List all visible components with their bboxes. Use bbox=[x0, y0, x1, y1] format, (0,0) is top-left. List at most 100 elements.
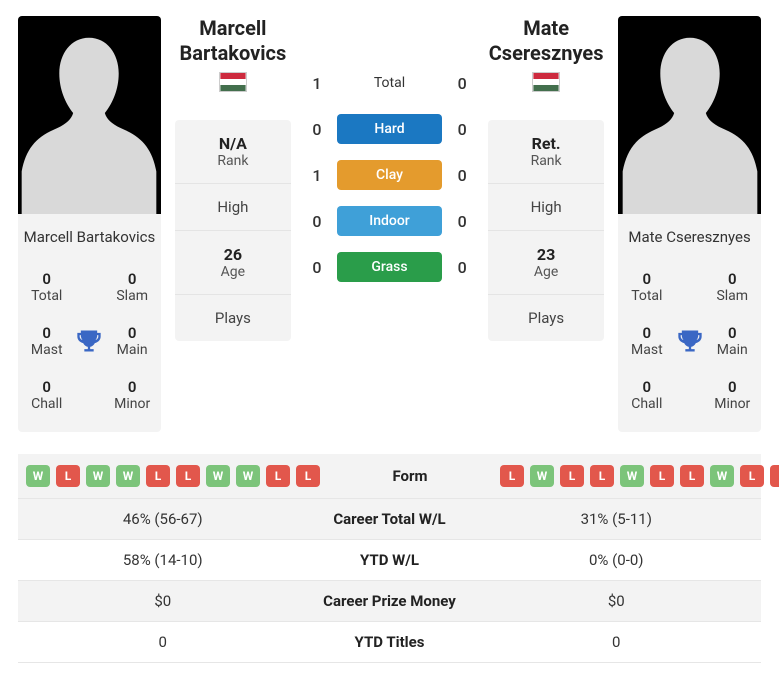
stat-chall-right: 0 Chall bbox=[618, 368, 675, 422]
stat-minor-left: 0 Minor bbox=[103, 368, 160, 422]
compare-row: 46% (56-67)Career Total W/L31% (5-11) bbox=[18, 499, 761, 540]
form-result[interactable]: L bbox=[560, 465, 584, 487]
title-stats-left: 0 Total 0 Slam 0 Mast 0 Main 0 Chall bbox=[18, 260, 161, 432]
high-row-right: High bbox=[488, 184, 604, 231]
h2h-row-hard: 0 Hard 0 bbox=[305, 114, 474, 144]
form-result[interactable]: L bbox=[266, 465, 290, 487]
h2h-row-clay: 1 Clay 0 bbox=[305, 160, 474, 190]
stat-main-left: 0 Main bbox=[103, 314, 160, 368]
h2h-right-value: 0 bbox=[450, 258, 474, 277]
form-sequence-left: WLWWLLWWLL bbox=[26, 465, 320, 487]
plays-row-right: Plays bbox=[488, 295, 604, 341]
form-result[interactable]: L bbox=[650, 465, 674, 487]
player-card-right: Mate Cseresznyes 0 Total 0 Slam 0 Mast 0… bbox=[618, 16, 761, 432]
compare-left-value: 0 bbox=[26, 633, 300, 651]
rank-row-left: N/A Rank bbox=[175, 120, 291, 184]
form-result[interactable]: W bbox=[116, 465, 140, 487]
rank-card-left: N/A Rank High 26 Age Plays bbox=[175, 120, 291, 341]
form-result[interactable]: W bbox=[620, 465, 644, 487]
age-row-right: 23 Age bbox=[488, 231, 604, 295]
form-result[interactable]: L bbox=[146, 465, 170, 487]
h2h-row-grass: 0 Grass 0 bbox=[305, 252, 474, 282]
surface-label-grass[interactable]: Grass bbox=[337, 252, 442, 282]
compare-label: Career Prize Money bbox=[300, 592, 480, 610]
h2h-left-value: 1 bbox=[305, 74, 329, 93]
title-stats-right: 0 Total 0 Slam 0 Mast 0 Main 0 Chall bbox=[618, 260, 761, 432]
stat-mast-right: 0 Mast bbox=[618, 314, 675, 368]
h2h-right-value: 0 bbox=[450, 212, 474, 231]
player-header-left-col: Marcell Bartakovics N/A Rank High 26 Age… bbox=[173, 16, 293, 341]
h2h-left-value: 0 bbox=[305, 258, 329, 277]
surface-label-indoor[interactable]: Indoor bbox=[337, 206, 442, 236]
player-header-left: Marcell Bartakovics bbox=[173, 16, 293, 92]
flag-right bbox=[486, 72, 606, 92]
player-card-left: Marcell Bartakovics 0 Total 0 Slam 0 Mas… bbox=[18, 16, 161, 432]
form-result[interactable]: W bbox=[86, 465, 110, 487]
compare-row: 0YTD Titles0 bbox=[18, 622, 761, 663]
form-result[interactable]: L bbox=[176, 465, 200, 487]
compare-right-value: $0 bbox=[480, 592, 754, 610]
form-result[interactable]: W bbox=[710, 465, 734, 487]
player-title-right: Mate Cseresznyes bbox=[486, 16, 606, 66]
h2h-right-value: 0 bbox=[450, 166, 474, 185]
h2h-right-value: 0 bbox=[450, 120, 474, 139]
player-title-left: Marcell Bartakovics bbox=[173, 16, 293, 66]
stat-minor-right: 0 Minor bbox=[704, 368, 761, 422]
form-result[interactable]: L bbox=[296, 465, 320, 487]
h2h-left-value: 1 bbox=[305, 166, 329, 185]
rank-row-right: Ret. Rank bbox=[488, 120, 604, 184]
surface-label-clay[interactable]: Clay bbox=[337, 160, 442, 190]
stat-main-right: 0 Main bbox=[704, 314, 761, 368]
form-result[interactable]: W bbox=[26, 465, 50, 487]
stat-chall-left: 0 Chall bbox=[18, 368, 75, 422]
player-image-left bbox=[18, 16, 161, 214]
compare-label: YTD W/L bbox=[300, 551, 480, 569]
form-result[interactable]: L bbox=[740, 465, 764, 487]
high-row-left: High bbox=[175, 184, 291, 231]
form-result[interactable]: L bbox=[56, 465, 80, 487]
top-row: Marcell Bartakovics 0 Total 0 Slam 0 Mas… bbox=[18, 16, 761, 432]
h2h-right-value: 0 bbox=[450, 74, 474, 93]
compare-left-value: 58% (14-10) bbox=[26, 551, 300, 569]
rank-card-right: Ret. Rank High 23 Age Plays bbox=[488, 120, 604, 341]
age-row-left: 26 Age bbox=[175, 231, 291, 295]
compare-left-value: 46% (56-67) bbox=[26, 510, 300, 528]
player-name-right[interactable]: Mate Cseresznyes bbox=[618, 214, 761, 260]
form-result[interactable]: L bbox=[500, 465, 524, 487]
player-header-right: Mate Cseresznyes bbox=[486, 16, 606, 92]
plays-row-left: Plays bbox=[175, 295, 291, 341]
stat-total-right: 0 Total bbox=[618, 260, 675, 314]
stat-slam-right: 0 Slam bbox=[704, 260, 761, 314]
h2h-left-value: 0 bbox=[305, 212, 329, 231]
stat-mast-left: 0 Mast bbox=[18, 314, 75, 368]
h2h-left-value: 0 bbox=[305, 120, 329, 139]
compare-row-form: WLWWLLWWLL Form LWLLWLLWLL bbox=[18, 454, 761, 499]
form-result[interactable]: L bbox=[680, 465, 704, 487]
compare-label-form: Form bbox=[320, 467, 500, 485]
compare-row: 58% (14-10)YTD W/L0% (0-0) bbox=[18, 540, 761, 581]
form-result[interactable]: W bbox=[530, 465, 554, 487]
compare-label: YTD Titles bbox=[300, 633, 480, 651]
trophy-icon bbox=[75, 327, 103, 355]
silhouette-icon bbox=[18, 16, 161, 214]
form-sequence-right: LWLLWLLWLL bbox=[500, 465, 779, 487]
silhouette-icon bbox=[618, 16, 761, 214]
player-name-left[interactable]: Marcell Bartakovics bbox=[18, 214, 161, 260]
flag-left bbox=[173, 72, 293, 92]
compare-label: Career Total W/L bbox=[300, 510, 480, 528]
form-result[interactable]: L bbox=[590, 465, 614, 487]
compare-row: $0Career Prize Money$0 bbox=[18, 581, 761, 622]
compare-left-value: $0 bbox=[26, 592, 300, 610]
h2h-column: 1 Total 0 0 Hard 0 1 Clay 0 0 Indoor 0 0 Grass 0 bbox=[305, 16, 474, 298]
h2h-row-indoor: 0 Indoor 0 bbox=[305, 206, 474, 236]
player-header-right-col: Mate Cseresznyes Ret. Rank High 23 Age P… bbox=[486, 16, 606, 341]
form-result[interactable]: W bbox=[206, 465, 230, 487]
form-result[interactable]: L bbox=[770, 465, 779, 487]
trophy-icon bbox=[676, 327, 704, 355]
h2h-row-total: 1 Total 0 bbox=[305, 68, 474, 98]
surface-label-hard[interactable]: Hard bbox=[337, 114, 442, 144]
stat-total-left: 0 Total bbox=[18, 260, 75, 314]
surface-label-total: Total bbox=[337, 68, 442, 98]
form-result[interactable]: W bbox=[236, 465, 260, 487]
compare-right-value: 31% (5-11) bbox=[480, 510, 754, 528]
